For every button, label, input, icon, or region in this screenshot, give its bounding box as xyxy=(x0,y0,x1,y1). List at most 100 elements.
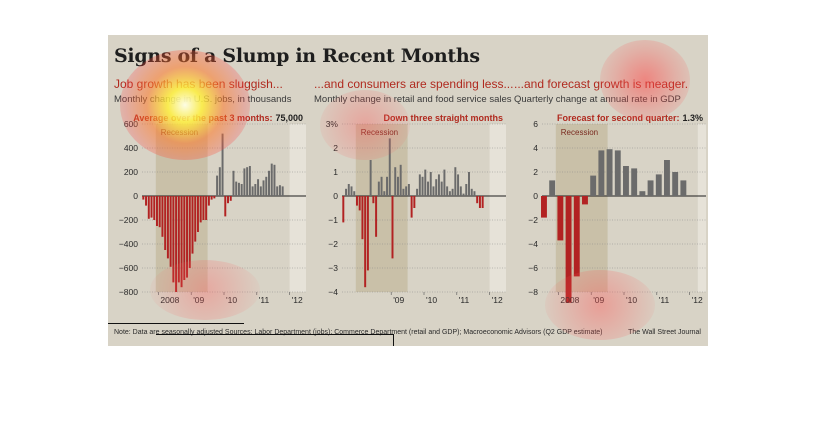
positive-bar xyxy=(418,174,421,196)
positive-bar xyxy=(353,191,356,196)
negative-bar xyxy=(375,196,378,237)
panel-subtitle: Monthly change in retail and food servic… xyxy=(314,94,512,105)
positive-bar xyxy=(421,176,424,196)
positive-bar xyxy=(429,172,432,196)
x-tick-label: '10 xyxy=(426,295,437,305)
recession-shade xyxy=(355,124,408,292)
annotation-value: 1.3% xyxy=(682,113,703,123)
negative-bar xyxy=(180,196,183,288)
positive-bar xyxy=(232,170,235,196)
positive-bar xyxy=(259,186,262,196)
y-tick-label: −400 xyxy=(119,239,138,249)
negative-bar xyxy=(207,196,210,206)
positive-bar xyxy=(240,184,243,196)
negative-bar xyxy=(227,196,229,204)
positive-bar xyxy=(235,181,238,196)
y-tick-label: 600 xyxy=(124,119,138,129)
recession-label: Recession xyxy=(161,128,198,137)
negative-bar xyxy=(142,196,145,200)
negative-bar xyxy=(413,196,416,208)
y-tick-label: −6 xyxy=(528,263,538,273)
annotation-label: Forecast for second quarter: xyxy=(556,113,680,123)
positive-bar xyxy=(435,179,438,196)
positive-bar xyxy=(262,180,265,196)
positive-bar xyxy=(465,184,468,196)
positive-bar xyxy=(394,167,397,196)
negative-bar xyxy=(210,196,213,200)
positive-bar xyxy=(386,176,389,196)
jobs-bar-chart: Recession 600 400 200 0 −200 −400 −600 −800 2008 '… xyxy=(119,119,306,305)
negative-bar xyxy=(147,196,150,219)
positive-bar xyxy=(454,167,457,196)
negative-bar xyxy=(557,196,564,241)
positive-bar xyxy=(606,149,613,196)
negative-bar xyxy=(177,196,180,283)
positive-bar xyxy=(377,181,380,196)
y-tick-label: −800 xyxy=(119,287,138,297)
panel-annotation: Down three straight months xyxy=(383,113,503,123)
positive-bar xyxy=(257,179,260,196)
jobs-panel: Job growth has been sluggish... Monthly … xyxy=(114,75,309,313)
negative-bar xyxy=(361,196,364,240)
positive-bar xyxy=(218,167,221,196)
positive-bar xyxy=(459,186,462,196)
negative-bar xyxy=(164,196,167,250)
negative-bar xyxy=(161,196,164,237)
negative-bar xyxy=(188,196,191,268)
positive-bar xyxy=(448,191,451,196)
positive-bar xyxy=(396,176,399,196)
y-tick-label: −2 xyxy=(528,215,538,225)
y-tick-label: −3 xyxy=(328,263,338,273)
panel-subtitle: Quarterly change at annual rate in GDP xyxy=(514,94,681,105)
y-tick-label: 0 xyxy=(533,191,538,201)
negative-bar xyxy=(153,196,156,220)
positive-bar xyxy=(251,186,254,196)
x-tick-label: '12 xyxy=(692,295,703,305)
negative-bar xyxy=(145,196,148,206)
y-tick-label: 2 xyxy=(333,143,338,153)
positive-bar xyxy=(281,186,284,196)
positive-bar xyxy=(462,193,465,196)
negative-bar xyxy=(358,196,361,211)
negative-bar xyxy=(410,196,413,218)
gdp-bar-chart: Recession 6 4 2 0 −2 −4 −6 −8 2008 '09 '10 '11 '12 xyxy=(528,119,706,305)
x-tick-label: '09 xyxy=(393,295,404,305)
negative-bar xyxy=(172,196,175,283)
positive-bar xyxy=(672,172,679,196)
positive-bar xyxy=(639,191,646,196)
negative-bar xyxy=(541,196,547,218)
positive-bar xyxy=(427,181,429,196)
y-tick-label: 400 xyxy=(124,143,138,153)
x-tick-label: '11 xyxy=(259,295,270,305)
y-tick-label: 200 xyxy=(124,167,138,177)
positive-bar xyxy=(440,181,443,196)
positive-bar xyxy=(473,191,476,196)
positive-bar xyxy=(623,166,629,196)
positive-bar xyxy=(631,168,638,196)
y-tick-label: 0 xyxy=(333,191,338,201)
positive-bar xyxy=(446,186,449,196)
positive-bar xyxy=(424,169,427,196)
x-tick-label: 2008 xyxy=(160,295,179,305)
y-tick-label: 4 xyxy=(533,143,538,153)
positive-bar xyxy=(369,160,372,196)
negative-bar xyxy=(565,196,572,303)
annotation-label: Down three straight months xyxy=(383,113,503,123)
negative-bar xyxy=(573,196,580,277)
positive-bar xyxy=(451,188,454,196)
positive-bar xyxy=(347,184,350,196)
positive-bar xyxy=(276,186,279,196)
positive-bar xyxy=(268,170,270,196)
source-note: Note: Data are seasonally adjusted Sourc… xyxy=(114,329,603,336)
recession-label: Recession xyxy=(561,128,598,137)
positive-bar xyxy=(345,188,348,196)
negative-bar xyxy=(391,196,394,259)
positive-bar xyxy=(270,163,273,196)
x-tick-label: '09 xyxy=(593,295,604,305)
positive-bar xyxy=(278,185,281,196)
y-tick-label: −4 xyxy=(528,239,538,249)
negative-bar xyxy=(183,196,186,280)
y-tick-label: 6 xyxy=(533,119,538,129)
x-tick-label: '10 xyxy=(226,295,237,305)
y-tick-label: 3% xyxy=(326,119,339,129)
